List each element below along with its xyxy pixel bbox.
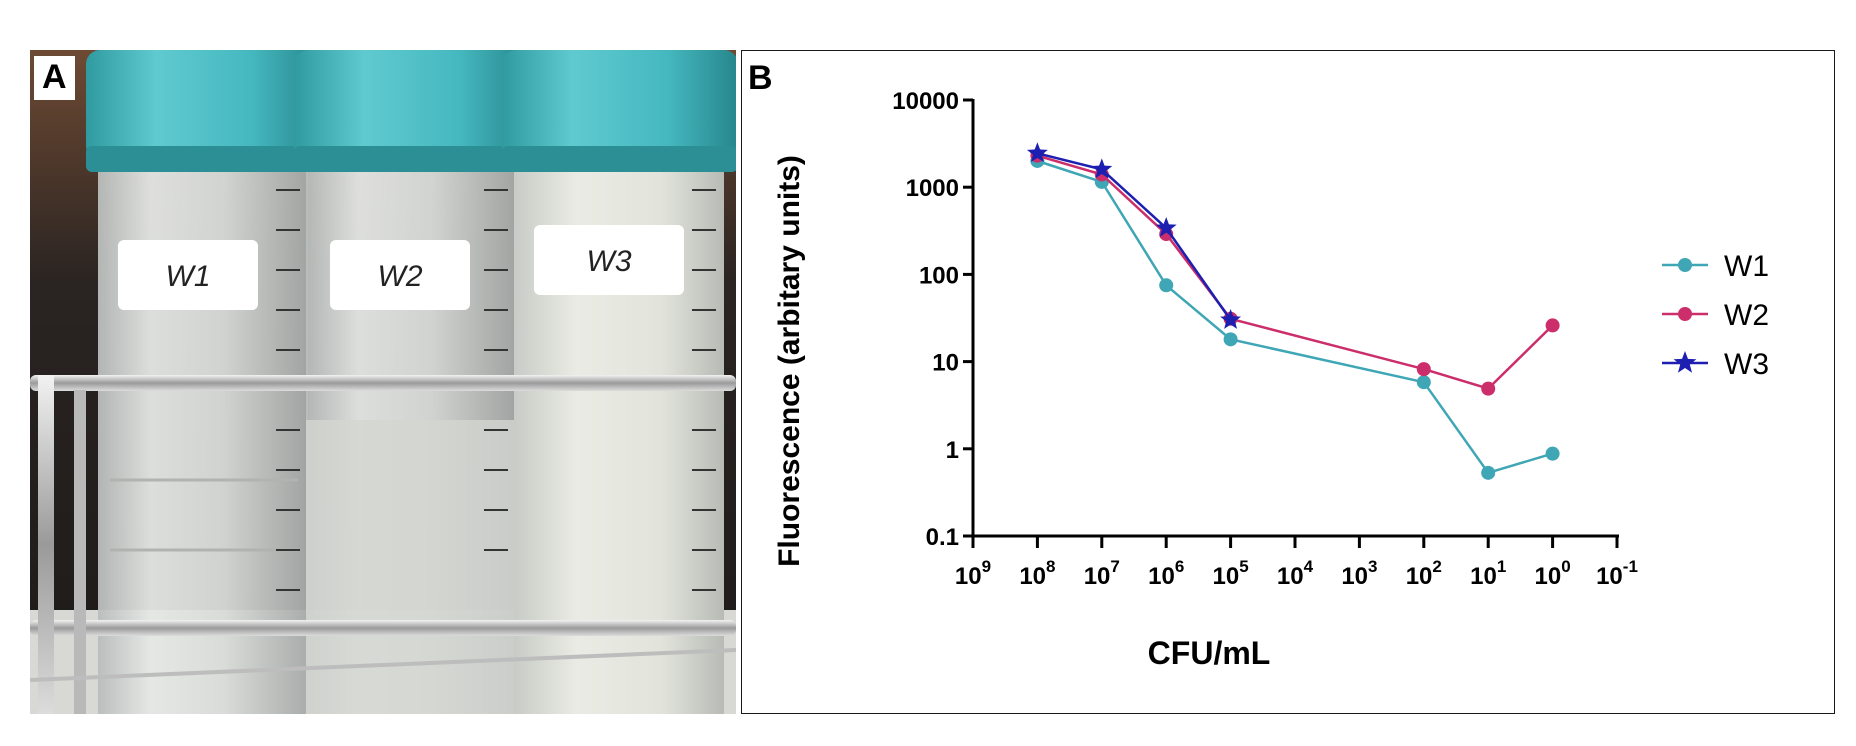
x-tick-exponent: 1: [1497, 557, 1506, 576]
x-tick-exponent: 5: [1239, 557, 1248, 576]
y-axis-label: Fluorescence (arbitary units): [773, 155, 806, 567]
x-tick-label: 100: [1535, 557, 1571, 590]
x-tick-exponent: 3: [1368, 557, 1377, 576]
x-axis-ticks: 109 108 107 106 105 104 103 102 101 100 10-1: [955, 536, 1638, 590]
y-axis-ticks: 10000 1000 100 10 1 0.1: [892, 88, 973, 551]
y-tick-label: 0.1: [926, 524, 959, 551]
x-tick-exponent: 2: [1432, 557, 1441, 576]
data-point: [1091, 158, 1113, 179]
legend-label: W2: [1724, 299, 1769, 332]
tube-label-w3: W3: [587, 245, 632, 278]
legend-marker: [1673, 351, 1697, 373]
x-axis-label: CFU/mL: [1148, 635, 1271, 671]
data-point: [1481, 381, 1496, 396]
y-tick-label: 1: [946, 437, 959, 464]
x-tick-label: 106: [1148, 557, 1184, 590]
y-tick-label: 1000: [906, 175, 959, 202]
data-point: [1220, 309, 1242, 329]
y-tick-label: 10: [932, 350, 959, 377]
tube-w1: W1: [86, 50, 322, 714]
metal-rack: [30, 375, 736, 714]
data-point: [1159, 278, 1174, 293]
x-tick-label: 101: [1470, 557, 1506, 590]
x-tick-base: 10: [1470, 563, 1497, 590]
chart-series: [1026, 142, 1560, 480]
x-tick-label: 109: [955, 557, 991, 590]
series-w1: [1030, 153, 1560, 480]
data-point: [1223, 332, 1238, 347]
panel-a-photo: W1 W2 W3: [30, 50, 736, 714]
x-tick-label: 105: [1213, 557, 1249, 590]
panel-label-a: A: [34, 56, 75, 100]
panel-label-b: B: [748, 59, 773, 97]
x-tick-base: 10: [1148, 563, 1175, 590]
tube-label-w1: W1: [166, 260, 211, 293]
x-tick-label: 10-1: [1596, 557, 1638, 590]
chart-legend: W1 W2 W3: [1662, 250, 1769, 381]
tube-w3: W3: [502, 50, 736, 714]
series-line-w3: [1037, 152, 1232, 321]
y-tick-label: 10000: [892, 88, 959, 115]
x-tick-base: 10: [1341, 563, 1368, 590]
data-point: [1545, 446, 1560, 461]
tubes-photo: W1 W2 W3: [30, 50, 736, 714]
panel-b-chart: B 10000 1000 100 10 1 0.1 109 108 107 106 105 104 1…: [741, 50, 1835, 714]
data-point: [1481, 465, 1496, 480]
x-tick-exponent: 8: [1046, 557, 1055, 576]
legend-item-w2: W2: [1662, 299, 1769, 332]
x-tick-exponent: 0: [1561, 557, 1570, 576]
x-tick-exponent: 6: [1175, 557, 1184, 576]
data-point: [1026, 142, 1048, 163]
x-tick-label: 102: [1406, 557, 1442, 590]
legend-label: W3: [1724, 348, 1769, 381]
data-point: [1545, 318, 1560, 333]
legend-marker: [1678, 307, 1692, 321]
legend-label: W1: [1724, 250, 1769, 283]
x-tick-base: 10: [955, 563, 982, 590]
x-tick-label: 107: [1084, 557, 1120, 590]
x-tick-base: 10: [1596, 563, 1623, 590]
y-tick-label: 100: [919, 262, 959, 289]
series-w2: [1030, 148, 1560, 396]
x-tick-exponent: 4: [1304, 557, 1314, 576]
x-tick-label: 104: [1277, 557, 1314, 590]
tube-label-w2: W2: [378, 260, 423, 293]
legend-item-w1: W1: [1662, 250, 1769, 283]
legend-item-w3: W3: [1662, 348, 1769, 381]
series-w3: [1026, 142, 1242, 329]
x-tick-base: 10: [1084, 563, 1111, 590]
x-tick-label: 103: [1341, 557, 1377, 590]
x-tick-base: 10: [1019, 563, 1046, 590]
x-tick-exponent: 7: [1110, 557, 1119, 576]
x-tick-base: 10: [1406, 563, 1433, 590]
graduation-marks: [276, 189, 716, 631]
x-tick-label: 108: [1019, 557, 1055, 590]
x-tick-base: 10: [1277, 563, 1304, 590]
x-tick-exponent: -1: [1623, 557, 1638, 576]
data-point: [1416, 375, 1431, 390]
x-tick-base: 10: [1213, 563, 1240, 590]
x-tick-exponent: 9: [982, 557, 991, 576]
series-line-w1: [1037, 159, 1553, 475]
data-point: [1416, 362, 1431, 377]
legend-marker: [1678, 258, 1692, 272]
data-point: [1155, 217, 1177, 237]
x-tick-base: 10: [1535, 563, 1562, 590]
